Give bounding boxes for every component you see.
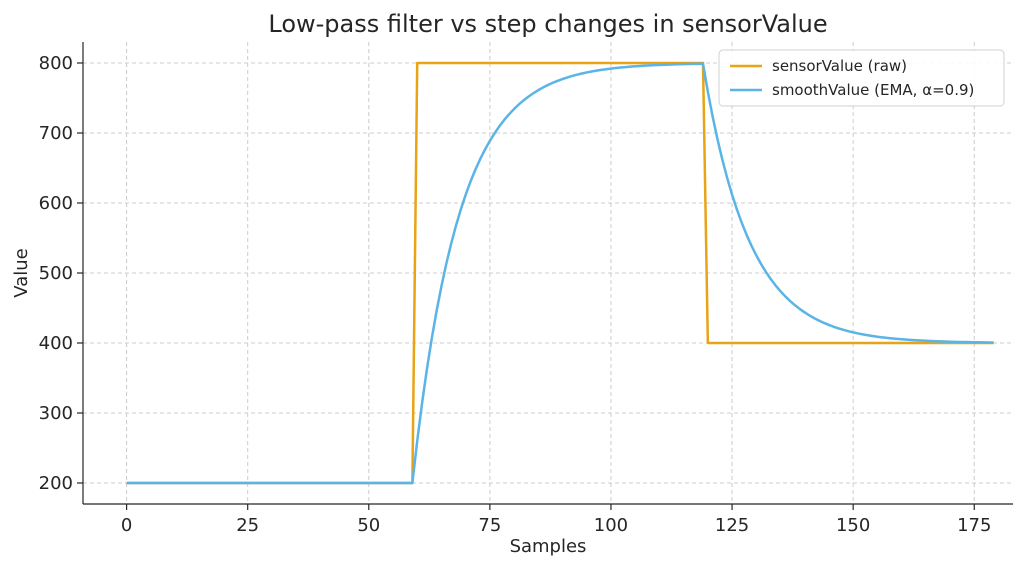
x-tick-label: 50 bbox=[357, 515, 380, 536]
y-tick-label: 300 bbox=[39, 403, 73, 424]
x-axis-title: Samples bbox=[510, 536, 587, 557]
y-tick-label: 800 bbox=[39, 53, 73, 74]
legend-label-raw: sensorValue (raw) bbox=[772, 57, 907, 75]
chart-title: Low-pass filter vs step changes in senso… bbox=[268, 10, 827, 38]
x-tick-label: 125 bbox=[715, 515, 749, 536]
series-line-ema bbox=[126, 62, 994, 485]
series-lines bbox=[126, 61, 994, 485]
y-tick-label: 700 bbox=[39, 123, 73, 144]
grid bbox=[83, 42, 1013, 504]
x-tick-label: 75 bbox=[478, 515, 501, 536]
ticks: 0 25 50 75 100 125 150 175 200 300 400 500 600 700 800 bbox=[39, 53, 992, 536]
legend: sensorValue (raw) smoothValue (EMA, α=0.… bbox=[718, 49, 1005, 107]
x-tick-label: 0 bbox=[121, 515, 132, 536]
y-tick-label: 200 bbox=[39, 473, 73, 494]
x-tick-label: 175 bbox=[957, 515, 991, 536]
x-tick-label: 25 bbox=[236, 515, 259, 536]
y-tick-label: 600 bbox=[39, 193, 73, 214]
x-tick-label: 150 bbox=[836, 515, 870, 536]
x-tick-label: 100 bbox=[594, 515, 628, 536]
legend-box bbox=[718, 49, 1005, 107]
legend-label-ema: smoothValue (EMA, α=0.9) bbox=[772, 81, 974, 99]
y-tick-label: 500 bbox=[39, 263, 73, 284]
y-tick-label: 400 bbox=[39, 333, 73, 354]
y-axis-title: Value bbox=[11, 248, 32, 297]
